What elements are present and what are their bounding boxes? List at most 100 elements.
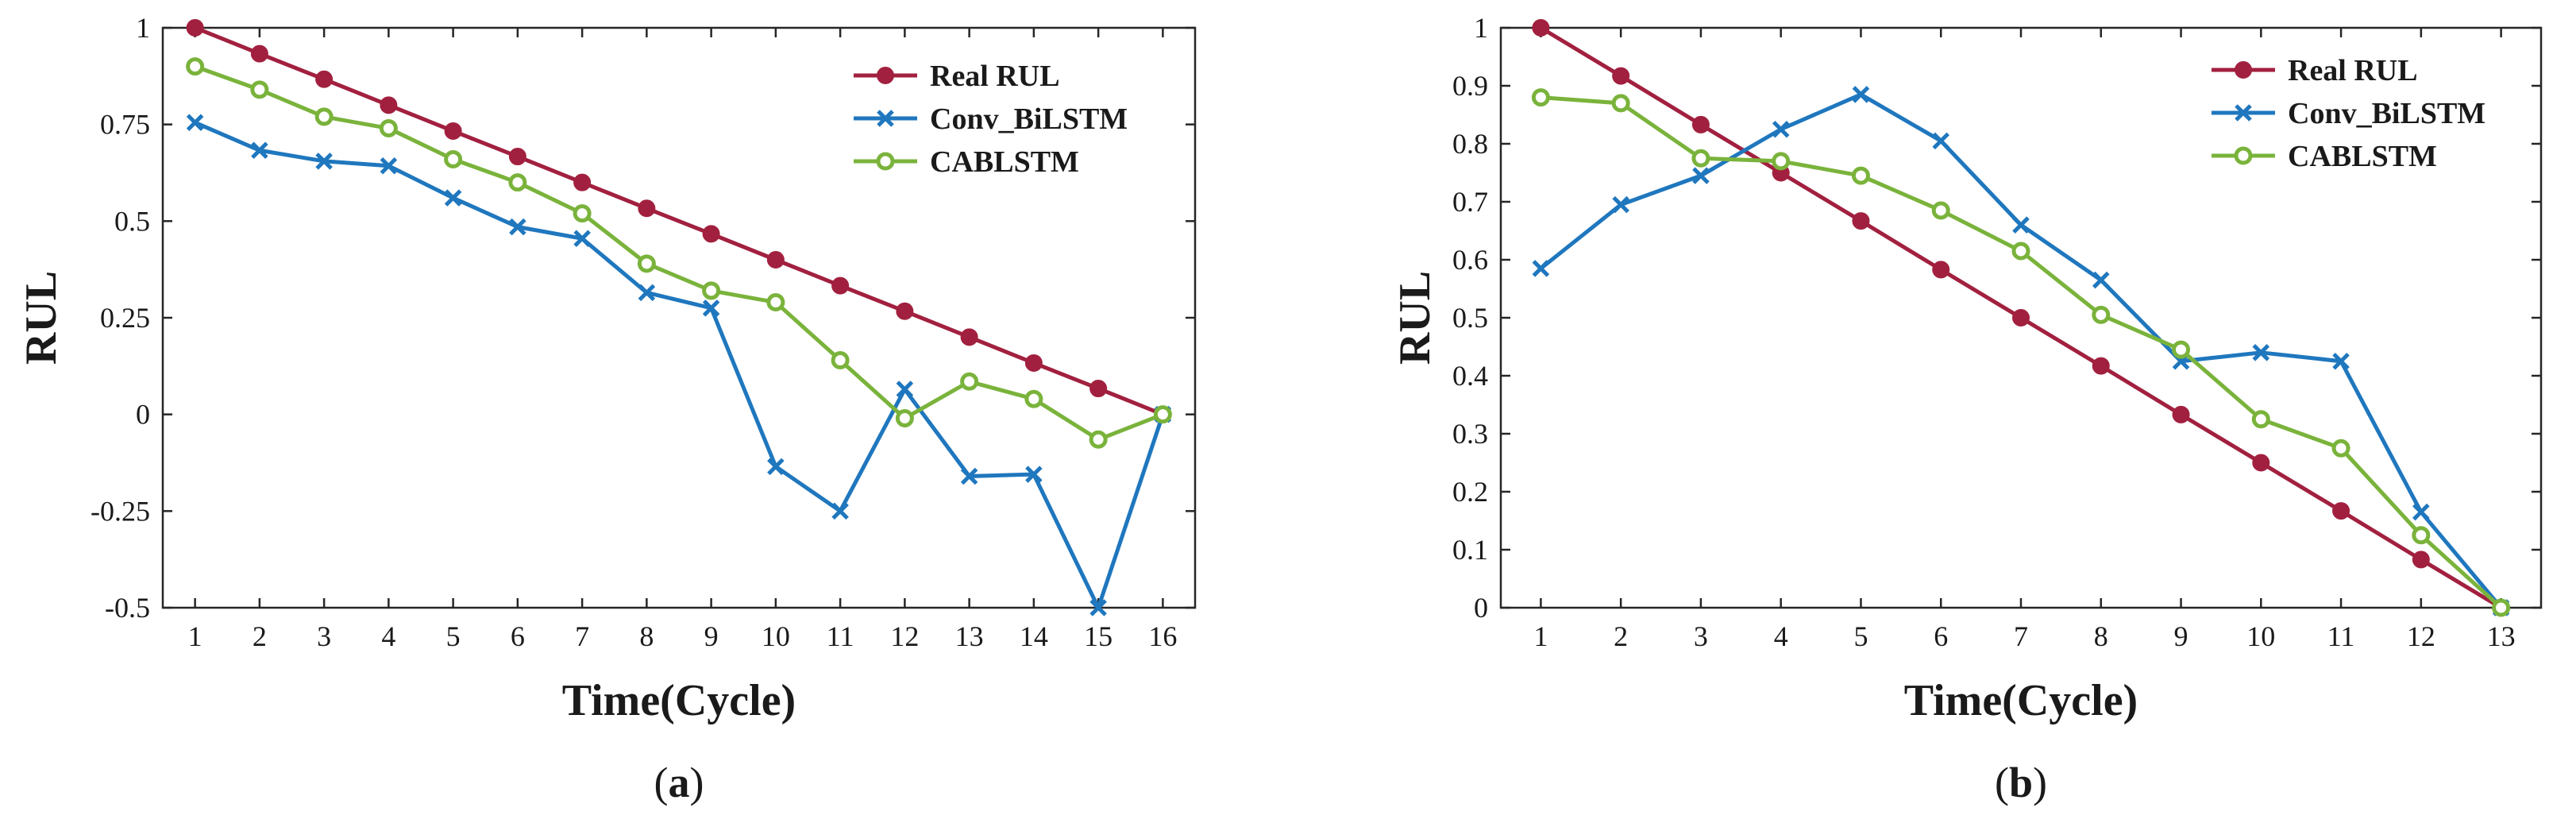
data-point-conv-bilstm (573, 230, 591, 248)
y-tick-label: -0.5 (105, 592, 150, 624)
data-point-cablstm (1931, 201, 1950, 220)
data-point-cablstm (2172, 340, 2191, 359)
data-point-conv-bilstm (315, 153, 333, 170)
data-point-cablstm (2251, 410, 2270, 429)
data-point-cablstm (960, 372, 979, 391)
y-tick-label: 0.9 (1452, 70, 1488, 102)
panel-caption: (b) (1995, 759, 2047, 806)
data-point-real-rul (1024, 354, 1043, 372)
data-point-cablstm (2412, 526, 2431, 545)
data-point-cablstm (1024, 389, 1043, 408)
data-point-real-rul (380, 96, 398, 114)
data-point-real-rul (186, 19, 204, 37)
y-tick-label: -0.25 (91, 495, 150, 527)
data-point-cablstm (573, 204, 592, 223)
y-tick-label: 0.5 (1452, 302, 1488, 334)
data-point-cablstm (1531, 88, 1550, 107)
x-tick-label: 3 (1694, 620, 1708, 652)
data-point-real-rul (896, 302, 914, 320)
legend: Real RUL Conv_BiLSTM CABLSTM (854, 60, 1128, 179)
series-line-cablstm (194, 64, 1164, 442)
y-tick-label: 0.6 (1452, 244, 1488, 276)
data-point-cablstm (1153, 405, 1172, 424)
x-tick-label: 15 (1084, 620, 1113, 652)
data-point-real-rul (2172, 405, 2190, 423)
x-tick-label: 12 (890, 620, 919, 652)
y-tick-label: 0 (1474, 592, 1488, 624)
legend-marker-real-rul (877, 67, 894, 84)
panel-caption: (a) (654, 759, 704, 806)
data-point-real-rul (2012, 309, 2030, 326)
x-tick-label: 9 (2174, 620, 2188, 652)
series-real-rul (1532, 19, 2510, 616)
y-tick-label: 0.8 (1452, 128, 1488, 160)
data-point-cablstm (379, 119, 398, 138)
legend-label-conv-bilstm: Conv_BiLSTM (2288, 97, 2485, 130)
chart-panel-b: 00.10.20.30.40.50.60.70.80.911 2 3 4 5 6 7 8 9 10… (1390, 12, 2543, 806)
series-line-cablstm (1541, 95, 2503, 609)
legend-label-cablstm: CABLSTM (2288, 140, 2437, 173)
legend-marker-cablstm (2234, 146, 2253, 165)
data-point-conv-bilstm (444, 189, 462, 207)
data-point-conv-bilstm (1932, 132, 1949, 150)
y-tick-label: 1 (136, 12, 150, 44)
legend: Real RUL Conv_BiLSTM CABLSTM (2212, 54, 2485, 173)
data-point-cablstm (637, 254, 656, 273)
series-line-conv-bilstm (194, 120, 1165, 610)
x-axis-title: Time(Cycle) (1904, 676, 2138, 725)
y-tick-label: 0.2 (1452, 476, 1488, 508)
data-point-conv-bilstm (638, 284, 656, 302)
legend-marker-cablstm (876, 152, 895, 171)
data-point-conv-bilstm (2412, 503, 2430, 521)
x-tick-label: 1 (188, 620, 202, 652)
x-tick-label: 14 (1020, 620, 1048, 652)
data-point-real-rul (315, 70, 334, 88)
legend-marker-conv-bilstm (2235, 104, 2252, 122)
x-tick-label: 8 (639, 620, 654, 652)
y-tick-label: 0.75 (100, 109, 150, 141)
x-tick-label: 9 (704, 620, 719, 652)
y-tick-label: 0.1 (1452, 534, 1488, 566)
data-point-conv-bilstm (186, 114, 204, 132)
data-point-cablstm (766, 293, 785, 312)
y-axis-title: RUL (1390, 271, 1440, 365)
x-tick-label: 5 (446, 620, 461, 652)
data-point-real-rul (638, 199, 656, 218)
y-tick-label: 0.4 (1452, 360, 1488, 392)
legend-label-conv-bilstm: Conv_BiLSTM (930, 102, 1128, 136)
x-tick-label: 11 (827, 620, 854, 652)
series-line-real-rul (194, 25, 1164, 416)
x-tick-label: 12 (2407, 620, 2435, 652)
x-tick-label: 10 (762, 620, 790, 652)
data-point-conv-bilstm (2092, 271, 2110, 289)
data-point-conv-bilstm (2252, 344, 2270, 361)
x-tick-label: 13 (955, 620, 984, 652)
data-point-cablstm (250, 80, 269, 99)
legend-label-cablstm: CABLSTM (930, 145, 1079, 179)
data-point-real-rul (960, 328, 978, 346)
data-point-conv-bilstm (1692, 167, 1710, 184)
data-point-cablstm (314, 107, 334, 126)
x-tick-label: 2 (253, 620, 267, 652)
data-point-real-rul (508, 148, 526, 166)
data-point-cablstm (2492, 598, 2511, 617)
x-tick-label: 10 (2246, 620, 2275, 652)
data-point-cablstm (831, 351, 850, 370)
data-point-conv-bilstm (702, 299, 720, 317)
data-point-real-rul (766, 251, 785, 269)
data-point-conv-bilstm (896, 381, 914, 398)
data-point-real-rul (702, 225, 720, 243)
data-point-conv-bilstm (1025, 466, 1043, 483)
data-point-real-rul (831, 276, 850, 295)
series-conv-bilstm (186, 114, 1172, 616)
y-tick-label: 0.25 (100, 302, 150, 334)
data-point-real-rul (2412, 551, 2430, 569)
legend-label-real-rul: Real RUL (2288, 54, 2418, 87)
x-tick-label: 16 (1148, 620, 1177, 652)
data-point-real-rul (1932, 261, 1950, 279)
x-tick-label: 4 (1774, 620, 1788, 652)
data-point-conv-bilstm (2332, 352, 2350, 370)
x-tick-label: 7 (2014, 620, 2028, 652)
